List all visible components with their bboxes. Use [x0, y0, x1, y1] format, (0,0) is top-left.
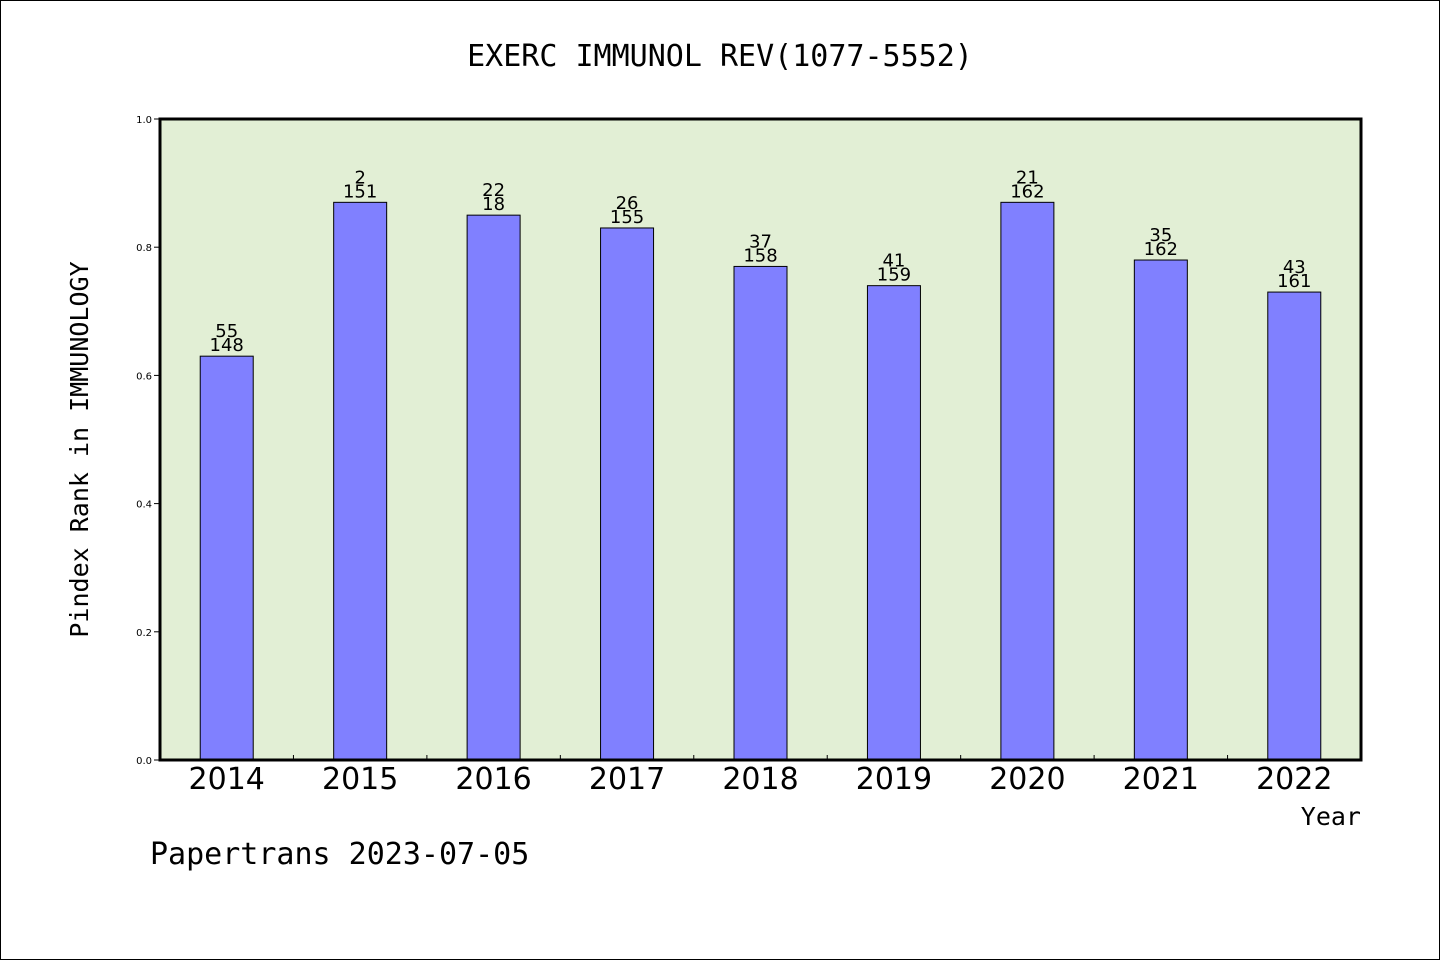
- rank-label-2014: 55: [215, 321, 238, 342]
- y-axis-ticks: 0.0 0.2 0.4 0.6 0.8 1.0: [136, 115, 160, 767]
- x-tick-label-2022: 2022: [1256, 762, 1332, 797]
- total-label-2018: 158: [743, 245, 777, 266]
- total-label-2019: 159: [877, 265, 911, 286]
- y-tick-label-0.0: 0.0: [136, 756, 152, 767]
- rank-label-2018: 37: [749, 231, 772, 252]
- y-tick-label-0.2: 0.2: [136, 628, 152, 639]
- bar-2020: [1000, 201, 1055, 761]
- rank-label-2021: 35: [1149, 225, 1172, 246]
- y-tick-label-0.8: 0.8: [136, 243, 152, 254]
- chart-title: EXERC IMMUNOL REV(1077-5552): [467, 39, 973, 74]
- bar-2021: [1133, 259, 1188, 761]
- footer-text: Papertrans 2023-07-05: [150, 837, 529, 872]
- total-label-2016: 18: [482, 194, 505, 215]
- rank-label-2015: 2: [354, 167, 365, 188]
- y-tick-label-0.6: 0.6: [136, 371, 152, 382]
- y-axis-label: Pindex Rank in IMMUNOLOGY: [65, 261, 94, 637]
- bar-2022: [1267, 291, 1322, 761]
- bar-2016: [466, 214, 521, 761]
- total-label-2017: 155: [610, 207, 644, 228]
- bar-2019: [866, 285, 921, 761]
- rank-label-2016: 22: [482, 180, 505, 201]
- y-tick-label-1.0: 1.0: [136, 115, 152, 126]
- total-label-2014: 148: [210, 335, 244, 356]
- x-tick-label-2017: 2017: [589, 762, 665, 797]
- total-label-2015: 151: [343, 181, 377, 202]
- plot-border: [158, 117, 1363, 762]
- rank-label-2019: 41: [882, 251, 905, 272]
- bar-2014: [199, 355, 254, 761]
- bar-2017: [600, 227, 655, 761]
- total-label-2021: 162: [1144, 239, 1178, 260]
- rank-label-2020: 21: [1016, 167, 1039, 188]
- x-tick-label-2021: 2021: [1123, 762, 1199, 797]
- x-tick-label-2020: 2020: [989, 762, 1065, 797]
- total-label-2020: 162: [1010, 181, 1044, 202]
- rank-label-2017: 26: [616, 193, 639, 214]
- x-tick-label-2019: 2019: [856, 762, 932, 797]
- bar-2015: [333, 201, 388, 761]
- x-axis-ticks: 2014 2015 2016 2017 2018 2019 2020 2021 2022: [189, 755, 1332, 797]
- rank-label-2022: 43: [1283, 257, 1306, 278]
- x-tick-label-2016: 2016: [455, 762, 531, 797]
- x-tick-label-2014: 2014: [189, 762, 265, 797]
- y-tick-label-0.4: 0.4: [136, 500, 152, 511]
- x-axis-label: Year: [1301, 802, 1361, 831]
- x-tick-label-2018: 2018: [722, 762, 798, 797]
- total-label-2022: 161: [1277, 271, 1311, 292]
- x-tick-label-2015: 2015: [322, 762, 398, 797]
- bar-2018: [733, 265, 788, 761]
